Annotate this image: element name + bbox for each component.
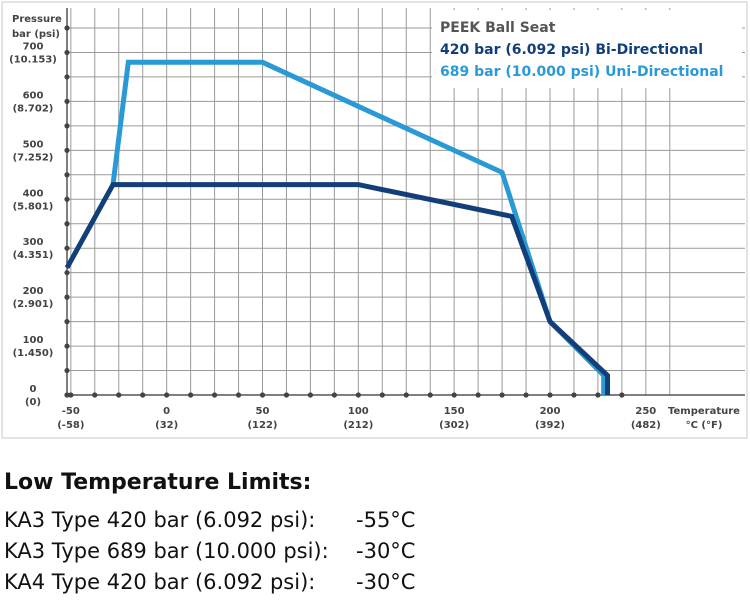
y-tick-sublabel: (2.901) — [13, 299, 54, 310]
y-tick-dot — [64, 196, 70, 202]
x-tick-label: 150 — [444, 406, 465, 417]
y-tick-label: 300 — [23, 237, 44, 248]
limit-row: KA3 Type 420 bar (6.092 psi): -55°C — [4, 505, 744, 536]
x-tick-label: -50 — [62, 406, 80, 417]
limit-label: KA3 Type 689 bar (10.000 psi): — [4, 539, 329, 563]
y-axis-title-line-2: bar (psi) — [12, 29, 60, 40]
x-tick-dot — [499, 392, 505, 398]
x-tick-dot — [140, 392, 146, 398]
x-tick-dot — [164, 392, 170, 398]
y-tick-dot — [64, 245, 70, 251]
x-tick-dot — [523, 392, 529, 398]
y-tick-dot — [64, 343, 70, 349]
x-tick-dot — [283, 392, 290, 398]
x-tick-sublabel: (392) — [535, 420, 565, 431]
legend-series-2: 689 bar (10.000 psi) Uni-Directional — [440, 64, 723, 80]
y-axis-title-line-1: Pressure — [12, 14, 62, 25]
y-tick-sublabel: (10.153) — [9, 54, 57, 65]
y-tick-sublabel: (7.252) — [13, 152, 54, 163]
y-tick-dot — [64, 172, 70, 178]
y-tick-label: 200 — [23, 286, 44, 297]
limit-row: KA3 Type 689 bar (10.000 psi): -30°C — [4, 536, 744, 567]
x-axis-title: Temperature °C (°F) — [668, 406, 740, 431]
x-tick-dot — [379, 392, 385, 398]
x-axis-title-line-1: Temperature — [668, 406, 740, 417]
x-tick-sublabel: (-58) — [57, 420, 84, 431]
x-tick-dot — [68, 392, 74, 398]
y-tick-label: 0 — [30, 384, 37, 395]
y-tick-dot — [64, 147, 70, 153]
y-tick-sublabel: (0) — [25, 397, 41, 408]
y-tick-dot — [64, 49, 70, 56]
y-tick-dot — [64, 221, 70, 227]
limit-row: KA4 Type 420 bar (6.092 psi): -30°C — [4, 567, 744, 598]
pressure-temperature-chart: 0 (0) 100 (1.450) 200 (2.901) 300 (4.351) 400 (5.… — [1, 1, 748, 439]
axis-ticks: 0 (0) 100 (1.450) 200 (2.901) 300 (4.351) 400 (5.… — [9, 25, 661, 431]
chart-series — [64, 59, 610, 395]
x-tick-dot — [571, 392, 577, 398]
x-axis-title-line-2: °C (°F) — [686, 420, 723, 431]
chart-title: PEEK Ball Seat — [440, 20, 556, 36]
x-tick-dot — [211, 392, 218, 398]
y-tick-dot — [64, 74, 70, 80]
x-tick-dot — [547, 392, 553, 398]
y-tick-dot — [64, 270, 70, 276]
x-tick-sublabel: (302) — [439, 420, 469, 431]
limit-label: KA4 Type 420 bar (6.092 psi): — [4, 570, 316, 594]
x-tick-dot — [619, 392, 625, 398]
x-tick-label: 100 — [348, 406, 369, 417]
y-tick-dot — [64, 392, 70, 398]
y-tick-sublabel: (8.702) — [13, 103, 54, 114]
limit-label: KA3 Type 420 bar (6.092 psi): — [4, 508, 316, 532]
y-tick-sublabel: (4.351) — [13, 250, 54, 261]
x-tick-dot — [307, 392, 314, 398]
x-tick-label: 250 — [635, 406, 656, 417]
legend-series-1: 420 bar (6.092 psi) Bi-Directional — [440, 42, 703, 58]
y-tick-dot — [64, 123, 70, 129]
x-tick-dot — [235, 392, 242, 398]
x-tick-sublabel: (32) — [155, 420, 178, 431]
x-tick-sublabel: (482) — [631, 420, 661, 431]
x-tick-dot — [451, 392, 457, 398]
x-tick-label: 0 — [163, 406, 170, 417]
y-tick-label: 400 — [23, 188, 44, 199]
legend-box — [432, 10, 742, 88]
y-tick-sublabel: (5.801) — [13, 201, 54, 212]
x-tick-dot — [403, 392, 409, 398]
y-tick-label: 700 — [23, 41, 44, 52]
x-tick-dot — [116, 392, 122, 398]
x-tick-sublabel: (212) — [343, 420, 373, 431]
limits-heading: Low Temperature Limits: — [4, 470, 312, 495]
limit-value: -55°C — [356, 508, 416, 532]
y-tick-label: 600 — [23, 90, 44, 101]
series-line-1 — [64, 182, 610, 395]
limit-value: -30°C — [356, 570, 416, 594]
y-tick-dot — [64, 367, 70, 374]
x-tick-dot — [331, 392, 337, 398]
y-axis-title: Pressure bar (psi) — [12, 14, 62, 40]
x-tick-dot — [427, 392, 433, 398]
x-tick-label: 50 — [256, 406, 270, 417]
y-tick-label: 100 — [23, 335, 44, 346]
x-tick-dot — [595, 392, 601, 398]
y-tick-label: 500 — [23, 139, 44, 150]
y-tick-dot — [64, 319, 70, 325]
x-tick-dot — [92, 392, 98, 398]
x-tick-dot — [259, 392, 266, 398]
x-tick-dot — [475, 392, 481, 398]
y-tick-dot — [64, 294, 70, 300]
x-tick-sublabel: (122) — [247, 420, 277, 431]
y-tick-dot — [64, 25, 70, 31]
y-tick-dot — [64, 98, 70, 104]
limit-value: -30°C — [356, 539, 416, 563]
x-tick-dot — [188, 392, 194, 398]
chart-legend: PEEK Ball Seat 420 bar (6.092 psi) Bi-Di… — [432, 10, 742, 88]
x-tick-label: 200 — [540, 406, 561, 417]
y-tick-sublabel: (1.450) — [13, 348, 54, 359]
low-temperature-limits: Low Temperature Limits: KA3 Type 420 bar… — [4, 470, 744, 598]
x-tick-dot — [355, 392, 361, 398]
series-line-2 — [110, 59, 607, 395]
